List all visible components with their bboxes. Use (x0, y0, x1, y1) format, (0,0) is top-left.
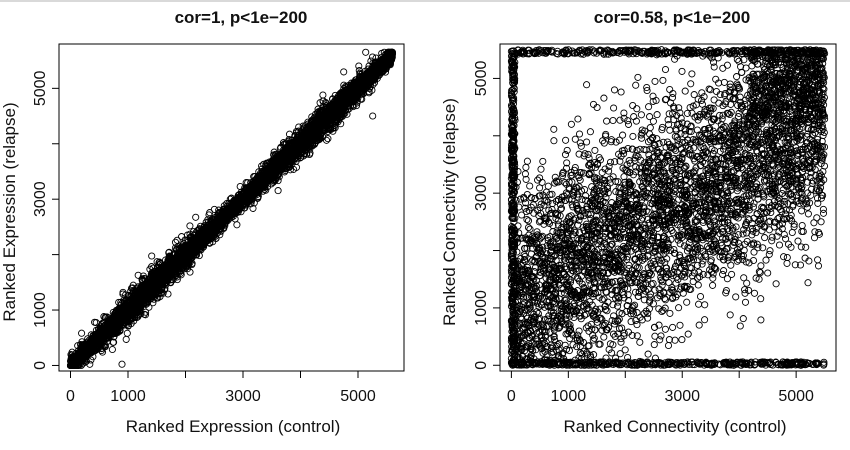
scatter-point (274, 187, 282, 195)
scatter-point (122, 335, 130, 343)
scatter-point (186, 222, 194, 230)
scatter-point (369, 112, 377, 120)
scatter-point (285, 130, 294, 138)
top-rule (0, 0, 850, 2)
chart-title: cor=1, p<1e−200 (175, 8, 308, 27)
scatter-point (118, 360, 126, 368)
scatter-point (148, 252, 156, 260)
scatter-point (108, 345, 116, 354)
scatter-point (340, 68, 348, 76)
scatter-point (78, 329, 86, 337)
panel-expression: cor=1, p<1e−200 0 1000 3000 500001000300050… (0, 8, 405, 436)
scatter-point (192, 213, 200, 221)
scatter-point (322, 136, 331, 144)
scatter-points (66, 48, 397, 370)
scatter-point (233, 221, 241, 229)
scatter-point (362, 48, 370, 56)
scatter-point (173, 236, 181, 244)
scatter-point (319, 91, 327, 99)
